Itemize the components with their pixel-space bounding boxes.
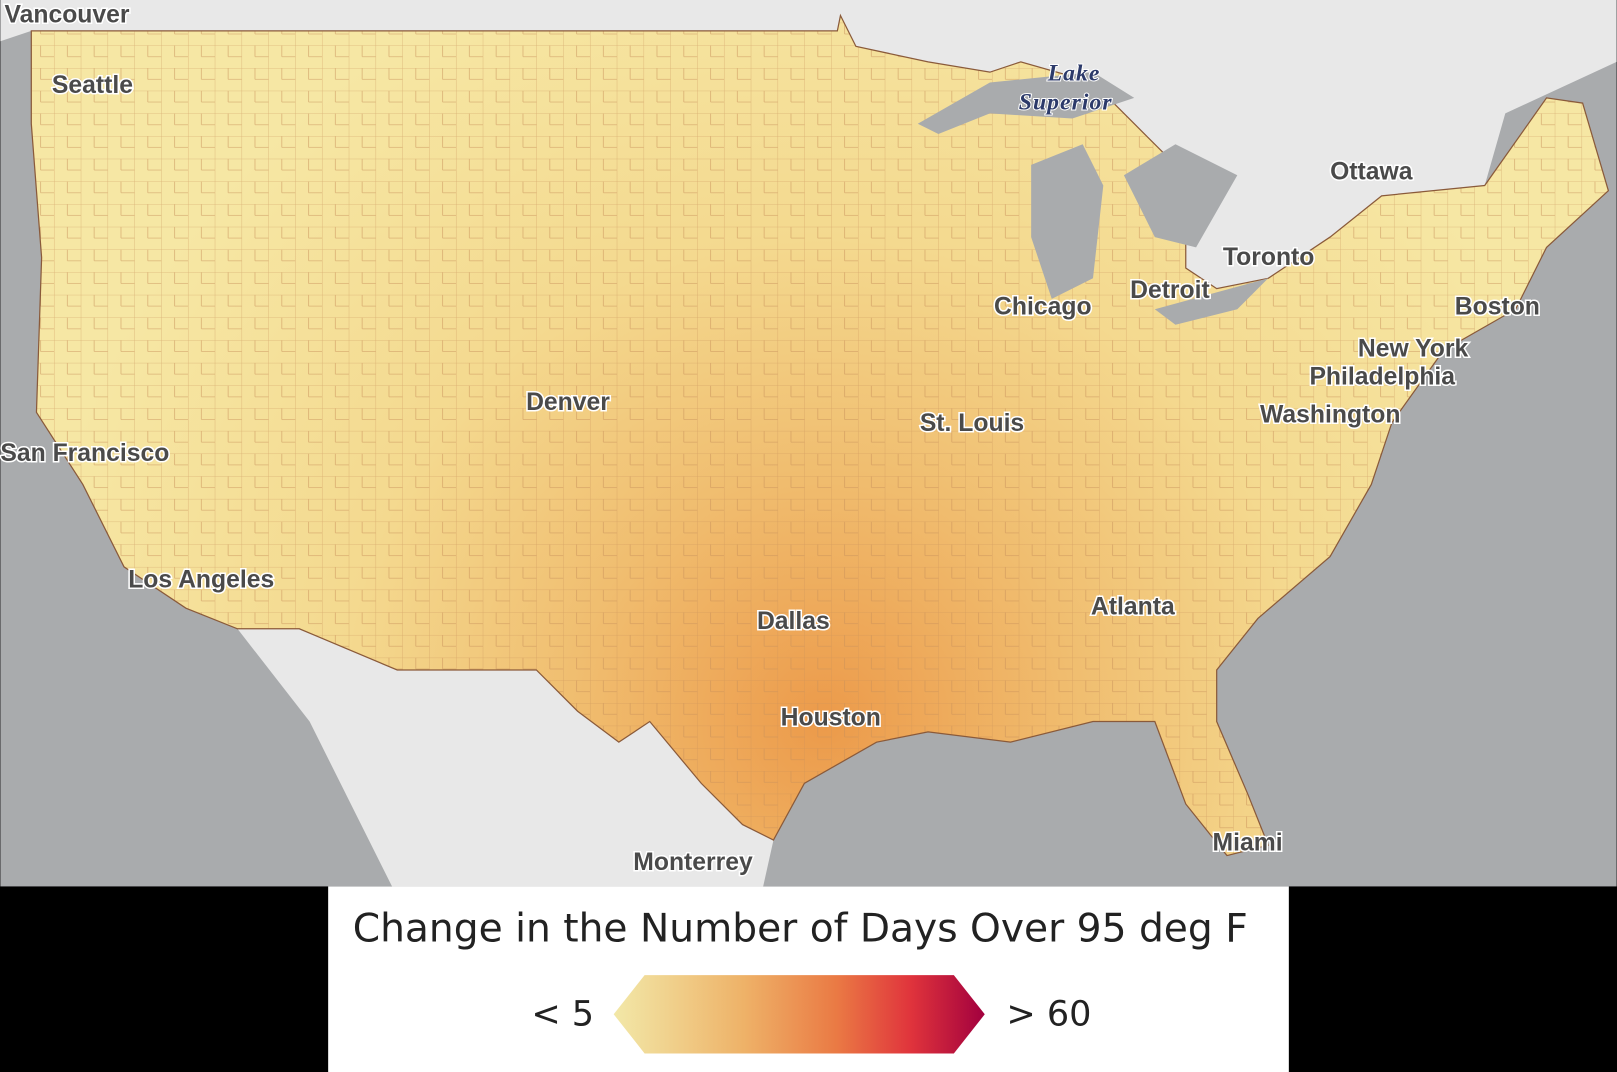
city-label: Ottawa <box>1330 158 1413 185</box>
legend-max-label: > 60 <box>1006 993 1091 1034</box>
lake-superior-shape <box>917 72 1135 134</box>
city-labels: Vancouver Seattle San Francisco Los Ange… <box>0 0 1541 877</box>
city-label: Los Angeles <box>128 567 274 594</box>
city-label: Philadelphia <box>1309 363 1455 390</box>
great-lakes <box>1031 144 1269 325</box>
mexico <box>237 628 774 887</box>
city-label: Washington <box>1260 402 1401 429</box>
city-label: Detroit <box>1130 277 1210 304</box>
city-label: St. Louis <box>920 410 1024 437</box>
city-label: San Francisco <box>0 440 169 467</box>
legend-min-label: < 5 <box>531 993 594 1034</box>
city-label: New York <box>1358 336 1469 363</box>
legend-title: Change in the Number of Days Over 95 deg… <box>353 906 1248 951</box>
city-label: Vancouver <box>5 2 130 29</box>
city-label: Houston <box>781 705 881 732</box>
city-label: Monterrey <box>633 849 753 876</box>
city-label: Chicago <box>994 293 1092 320</box>
legend: Change in the Number of Days Over 95 deg… <box>328 886 1289 1072</box>
city-label: Miami <box>1213 829 1283 856</box>
city-label: Toronto <box>1223 244 1315 271</box>
water-label: Superior <box>1019 89 1113 115</box>
city-label: Boston <box>1455 293 1540 320</box>
city-label: Dallas <box>757 608 830 635</box>
city-label: Seattle <box>52 72 133 99</box>
city-label: Denver <box>526 389 610 416</box>
water-label: Lake <box>1047 60 1101 86</box>
legend-color-ramp <box>613 975 985 1054</box>
city-label: Atlanta <box>1091 593 1175 620</box>
